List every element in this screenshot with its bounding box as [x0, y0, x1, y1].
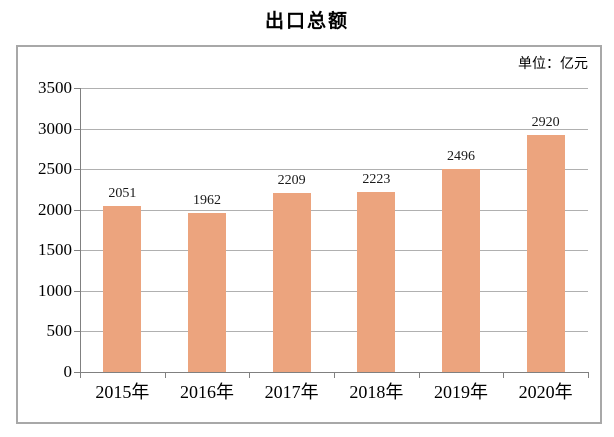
- y-axis-tick-label: 0: [63, 362, 73, 381]
- x-axis-tick: [418, 372, 420, 378]
- y-axis-tick-label: 1500: [38, 240, 72, 260]
- y-axis-tick: [74, 331, 80, 333]
- y-axis-tick: [74, 128, 80, 130]
- x-axis-tick: [503, 372, 505, 378]
- bar-value-label: 2496: [446, 149, 475, 165]
- x-axis-tick: [334, 372, 335, 378]
- bar-value-label: 2920: [531, 115, 560, 131]
- bar-2017年: [272, 192, 311, 372]
- chart-plot-container: 单位：亿元 0 500 1000 1500 2000 2500 3000 3500 2051 20…: [16, 45, 602, 424]
- gridline: [80, 169, 588, 171]
- gridline: [80, 88, 588, 89]
- bar-value-label: 2209: [277, 172, 306, 188]
- y-axis-tick: [74, 169, 80, 171]
- y-axis-tick-label: 3000: [38, 118, 72, 138]
- y-axis-tick: [74, 372, 80, 373]
- y-axis-tick-label: 2500: [38, 159, 72, 179]
- y-axis-tick-label: 3500: [38, 78, 72, 97]
- bar-2019年: [442, 169, 480, 372]
- unit-label: 单位：亿元: [518, 57, 588, 72]
- y-axis-tick-label: 500: [46, 321, 73, 341]
- bar-value-label: 1962: [192, 192, 221, 208]
- y-axis-tick: [74, 250, 80, 252]
- x-axis-category-label: 2015年: [95, 382, 150, 402]
- x-axis-category-label: 2019年: [433, 382, 488, 402]
- gridline: [80, 128, 588, 130]
- gridline: [80, 209, 588, 211]
- x-axis-tick: [588, 372, 589, 378]
- x-axis-category-label: 2020年: [518, 382, 573, 402]
- bar-2016年: [188, 212, 226, 372]
- x-axis-category-label: 2016年: [179, 382, 234, 402]
- chart-title: 出口总额: [264, 11, 349, 32]
- x-axis-tick: [249, 372, 251, 378]
- x-axis-category-label: 2018年: [349, 382, 404, 402]
- y-axis-tick: [74, 290, 80, 292]
- gridline: [80, 331, 588, 333]
- bar-value-label: 2223: [362, 171, 391, 187]
- x-axis-category-label: 2017年: [264, 382, 319, 402]
- y-axis-tick-label: 1000: [38, 280, 72, 300]
- y-axis-line: [80, 88, 81, 372]
- bar-2015年: [103, 205, 142, 372]
- y-axis-tick: [74, 88, 80, 89]
- x-axis-tick: [164, 372, 166, 378]
- y-axis-tick-label: 2000: [38, 199, 72, 219]
- bar-value-label: 2051: [108, 185, 137, 201]
- bar-2018年: [357, 191, 396, 372]
- gridline: [80, 250, 588, 252]
- bar-2020年: [526, 135, 565, 372]
- gridline: [80, 290, 588, 292]
- y-axis-tick: [74, 209, 80, 211]
- x-axis-tick: [80, 372, 81, 378]
